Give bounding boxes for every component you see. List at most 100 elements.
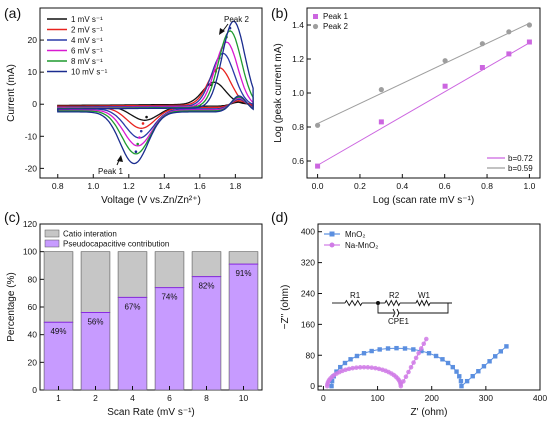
chart-d-frame	[317, 223, 541, 391]
bar-pseudocapacitive	[191, 276, 222, 391]
chart-c-ytick-label: 40	[28, 330, 38, 340]
na-mno2-point	[365, 365, 371, 370]
chart-d-ytick-label: 320	[301, 258, 315, 268]
chart-c-xtick-label: 8	[204, 393, 209, 403]
fit-line-2	[317, 22, 530, 125]
legend-d-swatch	[329, 231, 335, 237]
chart-a-ylabel: Current (mA)	[6, 64, 17, 122]
legend-a-label: 1 mV s⁻¹	[71, 15, 103, 24]
chart-a-xlabel: Voltage (V vs.Zn/Zn²⁺)	[101, 195, 201, 206]
chart-a-ytick-label: -10	[25, 131, 38, 141]
peak1-point	[479, 65, 485, 70]
bar-data-label: 49%	[50, 327, 66, 336]
bar-pseudocapacitive	[154, 287, 185, 391]
panel-label-b: (b)	[271, 5, 288, 21]
mno2-point	[411, 347, 416, 352]
circuit-branch	[377, 303, 449, 314]
chart-b-xtick-label: 1.0	[523, 181, 535, 191]
chart-d-xtick-label: 100	[370, 393, 384, 403]
peak2-point	[442, 58, 448, 64]
chart-b-ytick-label: 0.6	[292, 156, 304, 166]
chart-d-ytick-label: 80	[306, 350, 316, 360]
mno2-point	[450, 364, 455, 370]
element-cpe1	[392, 308, 400, 318]
chart-d-nyquist: 0 100 200 300 400 0 80 160 240 320 400 Z' (ohm) −Z''…	[280, 223, 547, 418]
na-mno2-point	[411, 360, 416, 365]
mno2-point	[394, 345, 399, 351]
mno2-point	[464, 378, 470, 384]
bar-pseudocapacitive	[228, 263, 259, 391]
chart-a-cv-curves: 0.8 1.0 1.2 1.4 1.6 1.8 -20 -10 0 10 20 Voltage (V …	[6, 7, 263, 206]
mno2-point	[440, 357, 445, 362]
na-mno2-point	[354, 365, 359, 370]
mno2-point	[470, 373, 475, 379]
equivalent-circuit: R1 R2 W1 CPE1	[332, 291, 452, 326]
legend-a-label: 8 mV s⁻¹	[71, 57, 103, 66]
mno2-point	[329, 383, 334, 389]
na-mno2-point	[403, 374, 409, 380]
na-mno2-point	[398, 383, 404, 389]
na-mno2-point	[373, 365, 378, 371]
na-mno2-point	[416, 350, 421, 356]
legend-b-swatch	[313, 14, 318, 19]
peak1-point	[442, 83, 448, 89]
mno2-point	[492, 354, 498, 359]
chart-d-xlabel: Z' (ohm)	[411, 407, 448, 418]
chart-c-xtick-label: 10	[239, 393, 249, 403]
fit-legend-label: b=0.59	[508, 164, 533, 173]
bar-data-label: 91%	[235, 269, 251, 278]
mno2-point	[369, 348, 374, 354]
legend-c-label: Pseudocapacitive contribution	[63, 240, 169, 249]
bar-pseudocapacitive	[43, 321, 74, 391]
na-mno2-point	[423, 336, 429, 342]
mno2-point	[504, 344, 509, 349]
chart-c-ytick-label: 80	[28, 274, 38, 284]
cv-curve-1	[57, 81, 254, 121]
mno2-point	[377, 347, 382, 352]
mno2-point	[458, 378, 464, 384]
bar-cation	[117, 251, 148, 298]
cv-cathodic-peak-dot	[139, 129, 143, 133]
fit-legend-label: b=0.72	[508, 154, 533, 163]
chart-b-xtick-label: 0.0	[312, 181, 324, 191]
cv-cathodic-peak-dot	[138, 136, 141, 139]
legend-b-swatch	[312, 23, 319, 30]
chart-c-xtick-label: 4	[130, 393, 135, 403]
resistor-r1	[344, 299, 363, 307]
legend-c-swatch	[44, 239, 60, 248]
chart-a-ytick-label: 10	[28, 67, 38, 77]
legend-a-label: 2 mV s⁻¹	[71, 26, 103, 35]
cv-curve-6	[57, 20, 254, 165]
legend-c-swatch	[44, 229, 60, 238]
bar-data-label: 74%	[161, 293, 177, 302]
mno2-point	[433, 353, 439, 359]
legend-b-label: Peak 1	[323, 12, 348, 21]
chart-b-ytick-label: 1.4	[292, 20, 304, 30]
chart-c-ytick-label: 120	[23, 219, 37, 229]
na-mno2-point	[350, 365, 355, 371]
mno2-point	[402, 346, 408, 351]
na-mno2-point	[361, 364, 367, 370]
peak-1-label: Peak 1	[98, 167, 123, 176]
chart-b-ytick-label: 1.2	[292, 54, 304, 64]
chart-d-xtick-label: 300	[479, 393, 493, 403]
chart-b-xlabel: Log (scan rate mV s⁻¹)	[373, 195, 474, 206]
cv-cathodic-peak-dot	[141, 122, 145, 125]
na-mno2-point	[357, 365, 363, 370]
cv-curve-2	[57, 67, 254, 129]
element-w1	[415, 299, 431, 307]
mno2-point	[457, 374, 462, 379]
chart-b-xtick-label: 0.8	[481, 181, 493, 191]
chart-a-frame	[39, 7, 263, 179]
chart-b-ylabel: Log (peak current mA)	[273, 43, 284, 143]
chart-d-ytick-label: 0	[310, 381, 315, 391]
na-mno2-point	[346, 366, 352, 372]
chart-c-xtick-label: 2	[93, 393, 98, 403]
na-mno2-point	[418, 346, 424, 351]
chart-b-xtick-label: 0.6	[439, 181, 451, 191]
mno2-point	[361, 351, 367, 356]
peak2-point	[526, 22, 533, 28]
chart-b-xtick-label: 0.2	[354, 181, 366, 191]
chart-c-xlabel: Scan Rate (mV s⁻¹)	[107, 407, 195, 418]
chart-a-ytick-label: -20	[25, 163, 38, 173]
